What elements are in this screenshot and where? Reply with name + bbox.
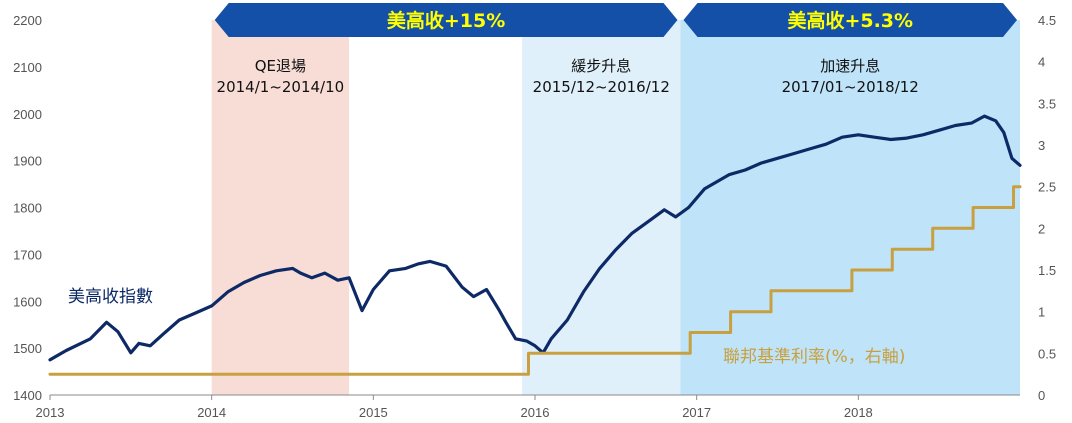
x-tick-1: 2014 [197,405,226,420]
y-right-tick-3: 1.5 [1038,263,1056,278]
x-axis-ticks: 2013 2014 2015 2016 2017 2018 [36,395,873,420]
series-line-0 [48,114,1022,362]
y-right-tick-2: 1 [1038,305,1045,320]
banner-arrow-1 [683,3,1017,37]
y-right-tick-5: 2.5 [1038,180,1056,195]
region-2 [680,20,1020,395]
banner-text-0: 美高收+15% [387,9,505,32]
region-range-1: 2015/12~2016/12 [533,78,670,96]
series-line-1 [48,185,1022,376]
x-tick-4: 2017 [682,405,711,420]
y-left-tick-8: 2200 [13,13,42,28]
y-left-tick-4: 1800 [13,201,42,216]
y-left-tick-1: 1500 [13,341,42,356]
y-left-tick-3: 1700 [13,247,42,262]
region-title-0: QE退場 [255,57,306,75]
right-y-axis-ticks: 0 0.5 1 1.5 2 2.5 3 3.5 4 4.5 [1038,13,1056,403]
y-left-tick-0: 1400 [13,388,42,403]
y-left-tick-5: 1900 [13,154,42,169]
y-right-tick-4: 2 [1038,221,1045,236]
region-annotations: QE退場 2014/1~2014/10 緩步升息 2015/12~2016/12 加速升… [217,57,919,96]
highlight-regions [211,20,1020,395]
series-lines [48,114,1022,376]
left-y-axis-ticks: 1400 1500 1600 1700 1800 1900 2000 2100 2200 [13,13,42,403]
x-tick-5: 2018 [844,405,873,420]
y-right-tick-8: 4 [1038,55,1045,70]
return-banners: 美高收+15% 美高收+5.3% [214,3,1017,37]
region-title-1: 緩步升息 [571,57,631,75]
region-0 [211,20,350,395]
y-left-tick-7: 2100 [13,60,42,75]
region-1 [522,20,681,395]
y-left-tick-2: 1600 [13,294,42,309]
x-tick-2: 2015 [359,405,388,420]
banner-text-1: 美高收+5.3% [787,9,913,32]
y-left-tick-6: 2000 [13,107,42,122]
region-range-0: 2014/1~2014/10 [217,78,345,96]
series-label-fed-rate: 聯邦基準利率(%，右軸) [723,347,905,367]
y-right-tick-7: 3.5 [1038,96,1056,111]
y-right-tick-1: 0.5 [1038,346,1056,361]
y-right-tick-6: 3 [1038,138,1045,153]
series-label-hy-index: 美高收指數 [68,287,153,307]
x-tick-0: 2013 [36,405,65,420]
region-range-2: 2017/01~2018/12 [782,78,919,96]
y-right-tick-0: 0 [1038,388,1045,403]
y-right-tick-9: 4.5 [1038,13,1056,28]
banner-arrow-0 [214,3,678,37]
region-title-2: 加速升息 [820,57,880,75]
x-tick-3: 2016 [521,405,550,420]
